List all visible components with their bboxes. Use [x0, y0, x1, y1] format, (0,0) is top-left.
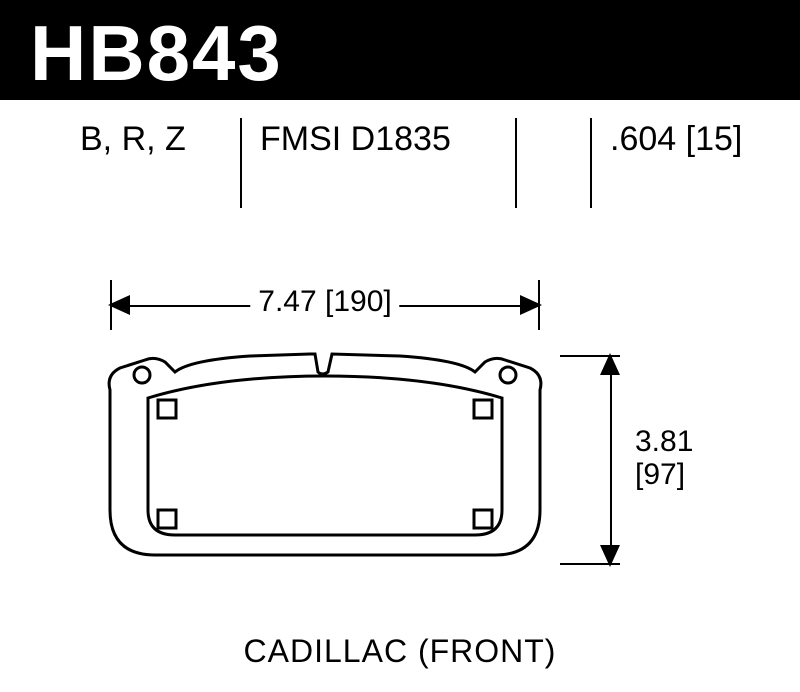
- footer-label: CADILLAC (FRONT): [244, 633, 557, 670]
- spec-fmsi: FMSI D1835: [260, 120, 451, 159]
- spec-thickness: .604 [15]: [610, 120, 742, 159]
- height-mm: [97]: [635, 458, 693, 491]
- height-dimension: 3.81 [97]: [580, 355, 700, 565]
- drawing-area: 7.47 [190] 3.81 [97]: [0, 230, 800, 630]
- divider: [515, 118, 517, 208]
- part-number: HB843: [30, 8, 283, 99]
- spec-row: B, R, Z FMSI D1835 .604 [15]: [0, 120, 800, 200]
- brake-pad-outline: [100, 350, 550, 565]
- arrow-down-icon: [600, 545, 620, 567]
- arrow-right-icon: [520, 295, 542, 315]
- header-bar: HB843: [0, 0, 800, 100]
- width-dimension: 7.47 [190]: [110, 275, 540, 315]
- divider: [590, 118, 592, 208]
- arrow-up-icon: [600, 353, 620, 375]
- height-label: 3.81 [97]: [635, 425, 693, 491]
- height-inches: 3.81: [635, 425, 693, 458]
- spec-compounds: B, R, Z: [80, 120, 186, 159]
- dimension-line: [610, 355, 612, 565]
- arrow-left-icon: [108, 295, 130, 315]
- width-label: 7.47 [190]: [250, 285, 399, 319]
- divider: [240, 118, 242, 208]
